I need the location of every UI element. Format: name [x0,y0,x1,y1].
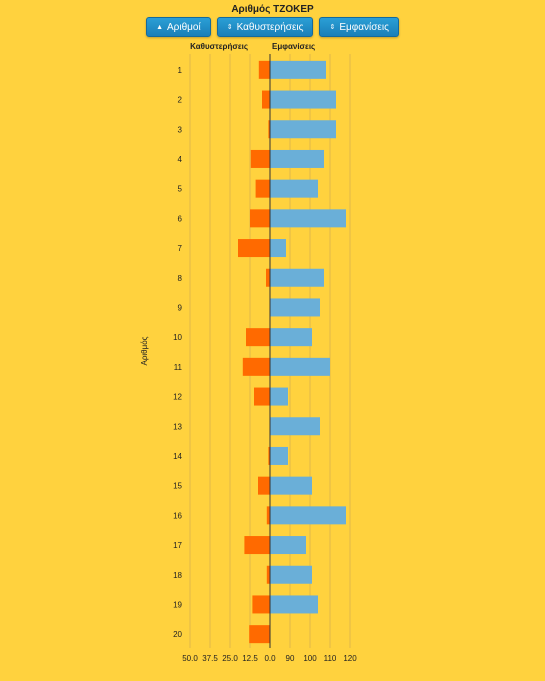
bar-delays [250,149,270,168]
sort-by-number-label: Αριθμοί [167,21,201,33]
bar-delays [258,476,270,495]
category-label: 3 [178,125,183,134]
bar-appearances [270,506,346,525]
sort-both-icon: ⇕ [329,24,336,31]
sort-button-bar: ▲ Αριθμοί ⇕ Καθυστερήσεις ⇕ Εμφανίσεις [0,17,545,37]
x-tick-label-right: 110 [324,654,337,663]
x-tick-label-left: 12.5 [242,654,258,663]
sort-by-delays-label: Καθυστερήσεις [236,21,304,33]
series-label-appearances: Εμφανίσεις [272,42,315,51]
category-label: 2 [178,96,183,105]
bar-appearances [270,565,312,584]
bar-appearances [270,60,326,79]
category-label: 14 [173,452,182,461]
sort-by-appearances-label: Εμφανίσεις [339,21,389,33]
category-label: 13 [173,422,182,431]
series-label-delays: Καθυστερήσεις [190,42,248,51]
category-label: 1 [178,66,183,75]
bar-appearances [270,357,330,376]
bar-appearances [270,179,318,198]
bar-delays [238,239,270,258]
category-label: 8 [178,274,183,283]
category-label: 16 [173,511,182,520]
x-tick-label-left: 0.0 [264,654,276,663]
x-tick-label-right: 100 [303,654,317,663]
bar-delays [268,120,270,139]
bar-appearances [270,595,318,614]
bar-appearances [270,328,312,347]
sort-by-appearances-button[interactable]: ⇕ Εμφανίσεις [319,17,399,37]
bar-delays [266,506,270,525]
category-label: 7 [178,244,183,253]
bar-appearances [270,120,336,139]
bar-delays [268,446,270,465]
category-label: 11 [174,363,183,372]
x-tick-label-left: 50.0 [182,654,198,663]
bar-delays [250,209,270,228]
bar-delays [246,328,270,347]
category-label: 5 [178,185,183,194]
sort-both-icon: ⇕ [226,24,233,31]
x-tick-label-left: 37.5 [202,654,218,663]
y-axis-title: Αριθμός [140,336,149,365]
sort-asc-icon: ▲ [156,23,164,31]
bar-appearances [270,536,306,555]
x-tick-label-right: 120 [343,654,357,663]
category-label: 17 [173,541,182,550]
bar-delays [266,268,270,287]
chart-title: Αριθμός ΤΖΟΚΕΡ [231,4,314,15]
bar-appearances [270,476,312,495]
bar-appearances [270,239,286,258]
bar-appearances [270,209,346,228]
category-label: 20 [173,630,182,639]
bar-appearances [270,268,324,287]
category-label: 10 [173,333,182,342]
bar-appearances [270,446,288,465]
x-tick-label-left: 25.0 [222,654,238,663]
category-label: 12 [173,393,182,402]
bar-appearances [270,90,336,109]
bar-appearances [270,387,288,406]
bar-delays [258,60,270,79]
sort-by-number-button[interactable]: ▲ Αριθμοί [146,17,211,37]
bar-appearances [270,417,320,436]
bar-delays [249,625,270,644]
bar-delays [266,565,270,584]
x-tick-label-right: 90 [286,654,295,663]
bar-delays [254,387,270,406]
bar-delays [242,357,270,376]
bar-appearances [270,149,324,168]
category-label: 4 [178,155,183,164]
sort-by-delays-button[interactable]: ⇕ Καθυστερήσεις [216,17,314,37]
bar-delays [262,90,270,109]
category-label: 18 [173,571,182,580]
bar-delays [252,595,270,614]
category-label: 15 [173,482,182,491]
bar-appearances [270,298,320,317]
category-label: 19 [173,600,182,609]
category-label: 6 [178,214,183,223]
bar-delays [255,179,270,198]
bar-delays [244,536,270,555]
category-label: 9 [178,303,183,312]
